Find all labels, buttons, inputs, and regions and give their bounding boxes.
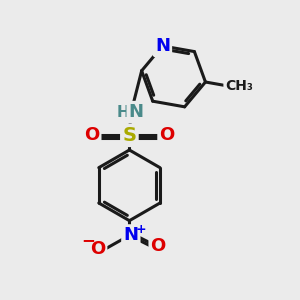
Text: H: H: [116, 104, 129, 119]
Text: N: N: [129, 103, 144, 121]
Text: −: −: [81, 231, 95, 249]
Text: S: S: [122, 126, 136, 145]
Text: N: N: [123, 226, 138, 244]
Text: O: O: [151, 237, 166, 255]
Text: O: O: [90, 240, 105, 258]
Text: O: O: [84, 126, 99, 144]
Text: +: +: [135, 223, 146, 236]
Text: CH₃: CH₃: [225, 79, 253, 93]
Text: N: N: [155, 37, 170, 55]
Text: O: O: [160, 126, 175, 144]
